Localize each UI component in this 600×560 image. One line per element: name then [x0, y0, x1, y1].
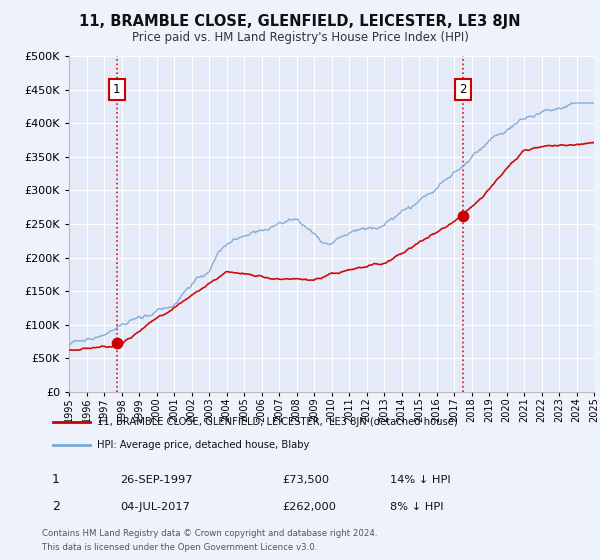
Text: 11, BRAMBLE CLOSE, GLENFIELD, LEICESTER, LE3 8JN: 11, BRAMBLE CLOSE, GLENFIELD, LEICESTER,…	[79, 14, 521, 29]
Text: 14% ↓ HPI: 14% ↓ HPI	[390, 475, 451, 485]
Text: 26-SEP-1997: 26-SEP-1997	[120, 475, 193, 485]
Text: £262,000: £262,000	[282, 502, 336, 512]
Text: This data is licensed under the Open Government Licence v3.0.: This data is licensed under the Open Gov…	[42, 543, 317, 552]
Point	[458, 212, 467, 221]
Text: Contains HM Land Registry data © Crown copyright and database right 2024.: Contains HM Land Registry data © Crown c…	[42, 529, 377, 538]
Text: 04-JUL-2017: 04-JUL-2017	[120, 502, 190, 512]
Text: 1: 1	[52, 473, 60, 487]
Text: £73,500: £73,500	[282, 475, 329, 485]
Point	[112, 338, 122, 347]
Text: 2: 2	[52, 500, 60, 514]
Text: Price paid vs. HM Land Registry's House Price Index (HPI): Price paid vs. HM Land Registry's House …	[131, 31, 469, 44]
Text: 8% ↓ HPI: 8% ↓ HPI	[390, 502, 443, 512]
Text: HPI: Average price, detached house, Blaby: HPI: Average price, detached house, Blab…	[97, 440, 310, 450]
Text: 2: 2	[459, 83, 467, 96]
Text: 1: 1	[113, 83, 121, 96]
Text: 11, BRAMBLE CLOSE, GLENFIELD, LEICESTER,  LE3 8JN (detached house): 11, BRAMBLE CLOSE, GLENFIELD, LEICESTER,…	[97, 417, 458, 427]
